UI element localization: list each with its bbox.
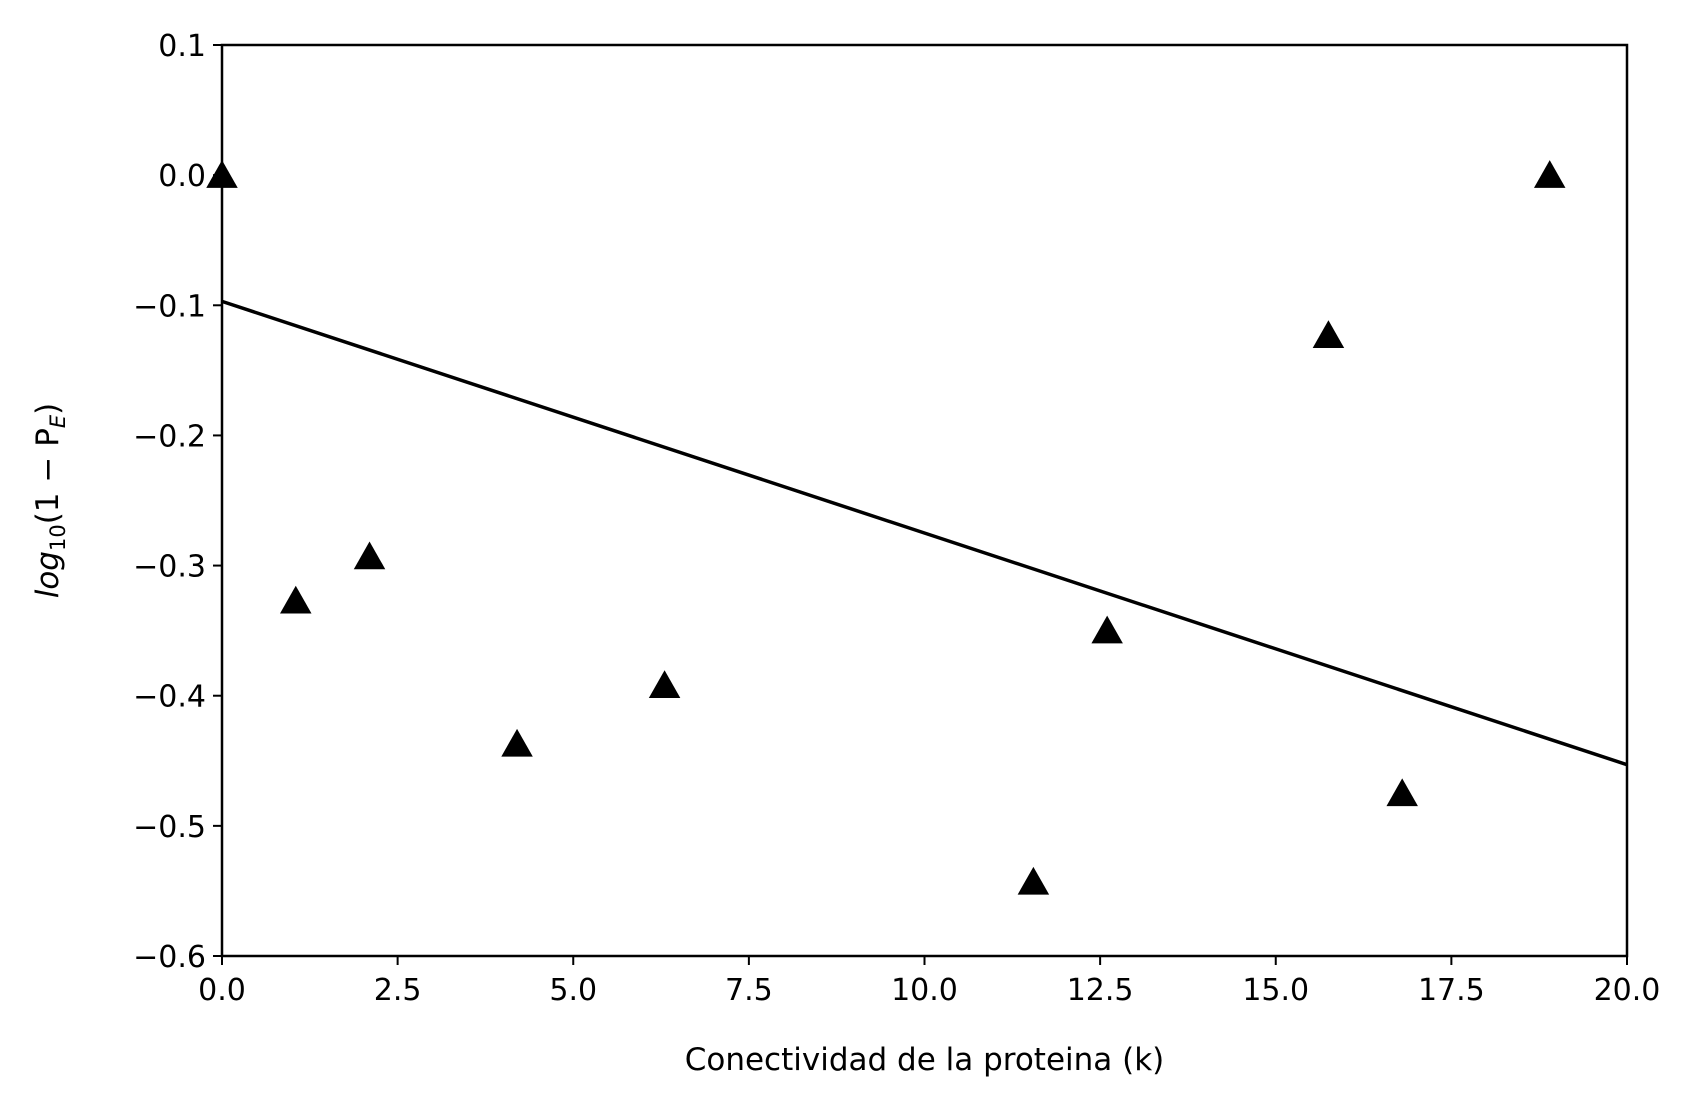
y-tick-label-2: −0.1 <box>133 289 206 324</box>
x-tick-label-1: 2.5 <box>374 973 422 1008</box>
y-axis-label: log10(1 − PE) <box>30 403 70 599</box>
x-tick-label-3: 7.5 <box>725 973 773 1008</box>
y-label-suffix: ) <box>30 403 66 415</box>
data-point-5 <box>648 670 681 699</box>
x-tick-label-8: 20.0 <box>1594 973 1661 1008</box>
y-label-prefix-sub: 10 <box>46 524 70 551</box>
y-tick-label-4: −0.3 <box>133 550 206 585</box>
x-ticks: 0.0 2.5 5.0 7.5 10.0 12.5 15.0 17.5 20.0 <box>198 956 1660 1008</box>
y-tick-label-7: −0.6 <box>133 940 206 975</box>
y-label-body-sub: E <box>46 414 70 428</box>
data-point-3 <box>353 541 386 570</box>
data-point-7 <box>1091 615 1123 644</box>
data-point-6 <box>1017 866 1050 895</box>
data-point-10 <box>1533 160 1566 188</box>
x-tick-label-2: 5.0 <box>549 973 597 1008</box>
fit-line-layer <box>221 299 1628 767</box>
x-tick-label-0: 0.0 <box>198 973 246 1008</box>
y-tick-label-6: −0.5 <box>133 810 206 845</box>
y-tick-label-3: −0.2 <box>133 419 206 454</box>
y-tick-label-1: 0.0 <box>158 159 206 194</box>
y-ticks: 0.1 0.0 −0.1 −0.2 −0.3 −0.4 −0.5 −0.6 <box>133 29 222 975</box>
x-tick-label-6: 15.0 <box>1242 973 1309 1008</box>
data-point-2 <box>280 585 312 614</box>
y-tick-label-5: −0.4 <box>133 680 206 715</box>
y-label-body: (1 − P <box>30 428 66 524</box>
x-axis-label: Conectividad de la proteina (k) <box>685 1042 1165 1078</box>
x-tick-label-4: 10.0 <box>891 973 958 1008</box>
y-tick-label-0: 0.1 <box>158 29 206 64</box>
y-label-prefix: log <box>30 551 66 598</box>
data-point-9 <box>1386 778 1418 807</box>
data-point-8 <box>1312 320 1345 348</box>
x-tick-label-5: 12.5 <box>1067 973 1134 1008</box>
fit-line <box>221 299 1628 767</box>
x-tick-label-7: 17.5 <box>1418 973 1485 1008</box>
data-point-4 <box>501 728 533 757</box>
